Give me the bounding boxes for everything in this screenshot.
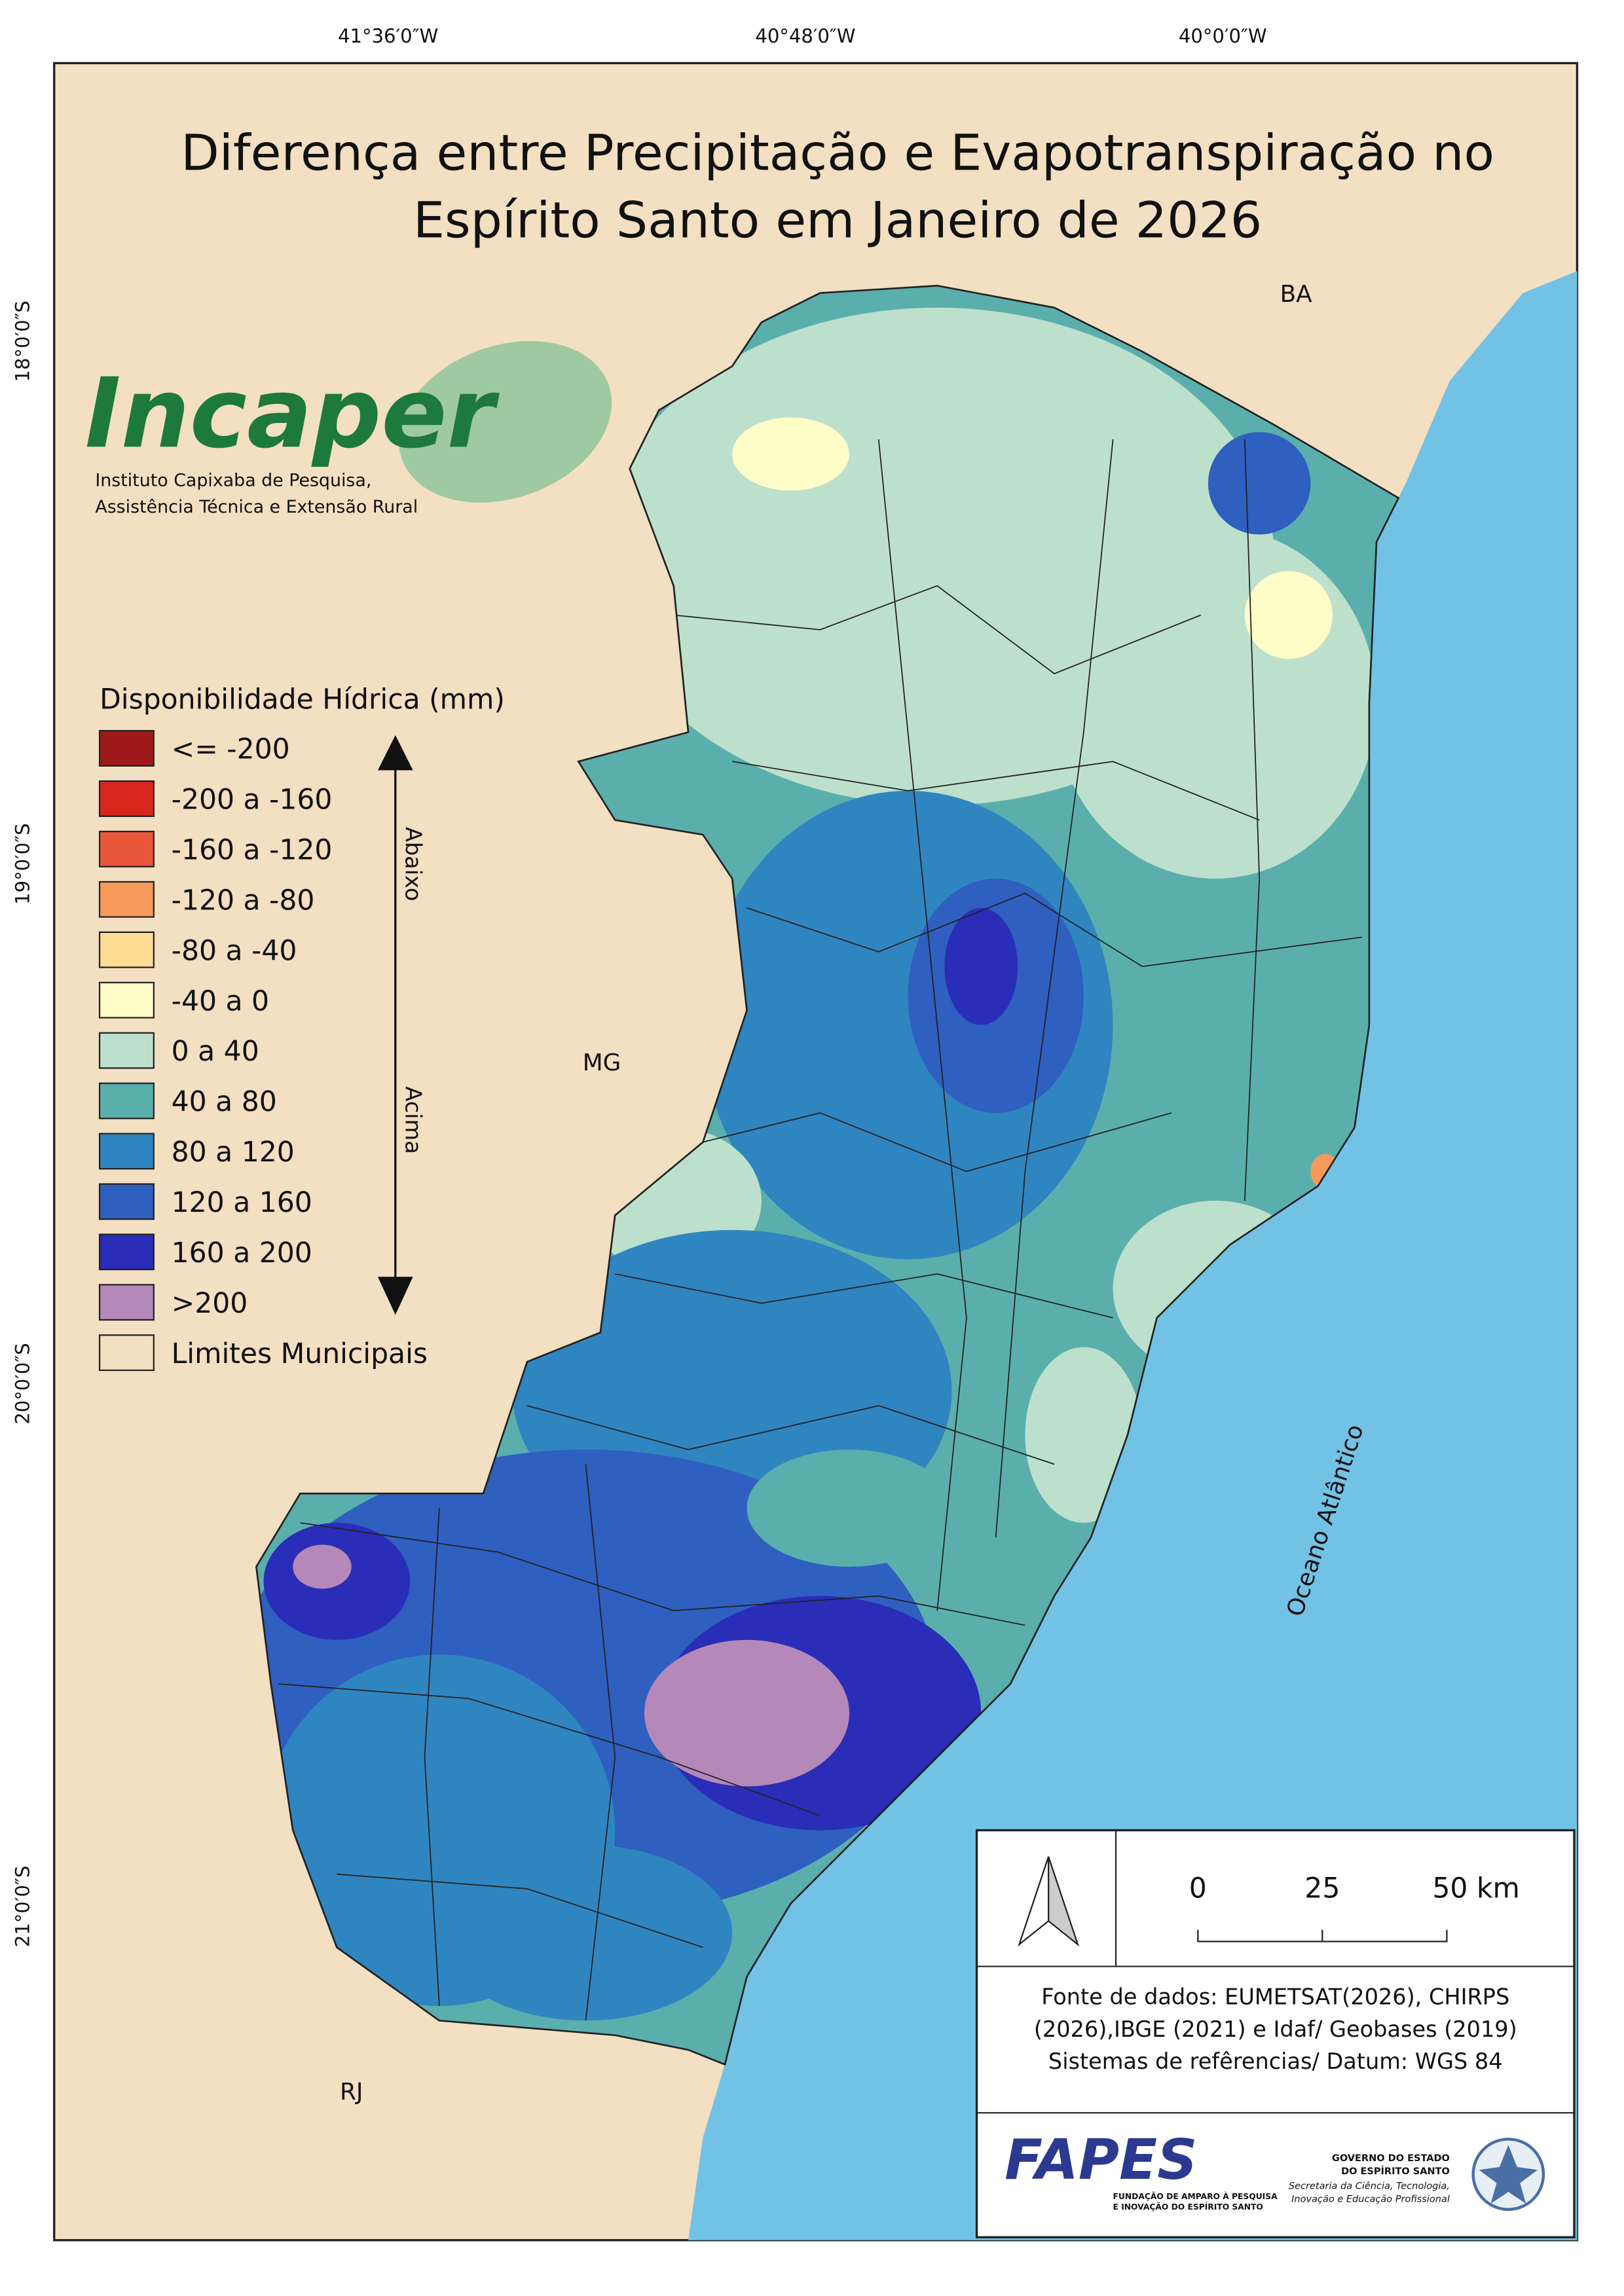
- legend-swatch: [98, 730, 155, 767]
- ocean: [688, 270, 1578, 2240]
- legend-label: 40 a 80: [172, 1086, 277, 1118]
- legend-label: Limites Municipais: [172, 1338, 428, 1370]
- latitude-label: 21°0′0″S: [12, 1866, 34, 1947]
- legend-label: 160 a 200: [172, 1237, 312, 1269]
- info-box: 0 25 50 km Fonte de dados: EUMETSAT(2026…: [975, 1829, 1576, 2238]
- legend-arrow: Abaixo Acima: [377, 735, 426, 1315]
- legend-swatch: [98, 780, 155, 817]
- logo-text: Instituto Capixaba de Pesquisa,: [95, 471, 371, 491]
- logo-text: Assistência Técnica e Extensão Rural: [95, 497, 418, 517]
- place-label: BA: [1280, 281, 1313, 308]
- gov-text: GOVERNO DO ESTADO: [1332, 2153, 1450, 2164]
- legend-label: -40 a 0: [172, 985, 269, 1017]
- legend-label: <= -200: [172, 734, 290, 766]
- source-text: (2026),IBGE (2021) e Idaf/ Geobases (201…: [1034, 2016, 1517, 2042]
- scale-label: 50 km: [1432, 1872, 1520, 1904]
- scale-label: 25: [1304, 1872, 1340, 1904]
- incaper-logo: Incaper Instituto Capixaba de Pesquisa, …: [85, 340, 612, 517]
- legend-swatch: [98, 1183, 155, 1220]
- latitude-label: 20°0′0″S: [12, 1343, 34, 1424]
- source-text: Sistemas de refêrencias/ Datum: WGS 84: [1048, 2049, 1503, 2074]
- longitude-label: 41°36′0″W: [338, 25, 438, 47]
- legend-swatch: [98, 931, 155, 968]
- longitude-label: 40°48′0″W: [755, 25, 855, 47]
- scale-label: 0: [1189, 1872, 1207, 1904]
- title: Diferença entre Precipitação e Evapotran…: [181, 124, 1494, 182]
- gov-text: DO ESPÍRITO SANTO: [1341, 2165, 1450, 2177]
- legend-swatch: [98, 1133, 155, 1170]
- arrow-label: Acima: [400, 1086, 426, 1154]
- longitude-label: 40°0′0″W: [1179, 25, 1267, 47]
- legend-swatch: [98, 1032, 155, 1069]
- fapes-text: FUNDAÇÃO DE AMPARO À PESQUISA: [1113, 2191, 1278, 2201]
- latitude-label: 19°0′0″S: [12, 823, 34, 904]
- legend-label: 80 a 120: [172, 1137, 295, 1169]
- gov-text: Secretaria da Ciência, Tecnologia,: [1289, 2181, 1450, 2191]
- latitude-label: 18°0′0″S: [12, 301, 34, 382]
- legend-label: 120 a 160: [172, 1187, 312, 1219]
- legend-swatch: [98, 1233, 155, 1271]
- legend-label: -160 a -120: [172, 835, 333, 867]
- legend-title: Disponibilidade Hídrica (mm): [100, 684, 505, 716]
- legend-swatch: [98, 1082, 155, 1120]
- title: Espírito Santo em Janeiro de 2026: [413, 191, 1262, 249]
- place-label: RJ: [340, 2079, 363, 2105]
- legend-swatch: [98, 881, 155, 918]
- legend-swatch: [98, 1284, 155, 1321]
- logo-name: Incaper: [85, 357, 500, 469]
- municipal-boundaries: [278, 439, 1362, 2021]
- legend-label: -80 a -40: [172, 935, 297, 967]
- fapes-text: E INOVAÇÃO DO ESPÍRITO SANTO: [1113, 2202, 1263, 2212]
- gov-text: Inovação e Educação Profissional: [1291, 2195, 1450, 2205]
- fapes-logo: FAPES: [1005, 2128, 1197, 2193]
- legend-swatch: [98, 981, 155, 1019]
- legend-label: >200: [172, 1288, 248, 1320]
- place-label: MG: [583, 1049, 621, 1076]
- legend-swatch: [98, 1334, 155, 1372]
- source-text: Fonte de dados: EUMETSAT(2026), CHIRPS: [1041, 1984, 1509, 2010]
- legend-label: -200 a -160: [172, 784, 333, 816]
- legend-label: 0 a 40: [172, 1036, 259, 1068]
- legend-swatch: [98, 830, 155, 867]
- arrow-label: Abaixo: [400, 827, 426, 901]
- legend: <= -200 -200 a -160 -160 a -120 -120 a -80 -…: [98, 730, 428, 1372]
- coordinate-labels: 41°36′0″W 40°48′0″W 40°0′0″W 18°0′0″S 19…: [12, 25, 1267, 1947]
- legend-label: -120 a -80: [172, 884, 315, 917]
